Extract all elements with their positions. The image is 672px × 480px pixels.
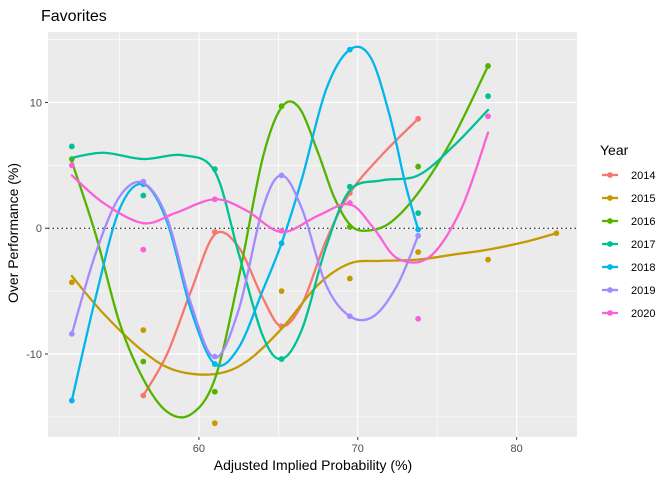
data-point-2015 <box>553 230 560 237</box>
data-point-2015 <box>140 327 147 333</box>
legend-key-2018: 2018 <box>602 262 655 274</box>
legend-swatch-point <box>607 218 613 224</box>
data-point-2016 <box>140 358 147 365</box>
trend-line-2016 <box>70 64 490 419</box>
series-2015 <box>68 230 560 427</box>
data-point-2015 <box>278 288 285 294</box>
legend-swatch-point <box>607 172 613 178</box>
legend-swatch-point <box>607 287 613 293</box>
series-2017 <box>68 93 491 362</box>
data-point-2017 <box>485 93 491 100</box>
data-point-2019 <box>346 313 353 320</box>
legend-title: Year <box>600 142 629 158</box>
data-point-2018 <box>211 361 218 367</box>
data-point-2017 <box>211 166 218 172</box>
data-point-2020 <box>485 113 491 120</box>
data-point-2019 <box>278 172 285 179</box>
legend: Year 2014 2015 2016 2017 2018 2019 2020 <box>600 142 655 320</box>
data-point-2018 <box>415 226 422 233</box>
series-2016 <box>68 63 491 419</box>
legend-label: 2020 <box>631 308 655 320</box>
y-axis-ticks: -10 0 10 <box>26 97 48 361</box>
y-tick-label: -10 <box>26 349 42 361</box>
data-point-2020 <box>278 227 285 234</box>
data-point-2015 <box>68 279 75 286</box>
legend-label: 2015 <box>631 193 655 205</box>
data-point-2017 <box>278 356 285 362</box>
data-point-2020 <box>140 246 147 253</box>
series-layer <box>68 45 560 427</box>
data-point-2019 <box>140 178 147 185</box>
legend-label: 2016 <box>631 216 655 228</box>
data-point-2017 <box>140 192 147 199</box>
data-point-2020 <box>68 162 75 169</box>
data-point-2018 <box>278 240 285 247</box>
data-point-2016 <box>415 163 422 170</box>
legend-key-2015: 2015 <box>602 193 655 205</box>
legend-key-2017: 2017 <box>602 239 655 251</box>
data-point-2015 <box>346 275 353 282</box>
x-tick-label: 80 <box>511 443 523 455</box>
y-axis-title: Over Performance (%) <box>5 163 21 303</box>
data-point-2020 <box>415 315 422 322</box>
data-point-2017 <box>346 183 353 190</box>
data-point-2016 <box>278 103 285 110</box>
data-point-2019 <box>68 330 75 337</box>
x-tick-label: 70 <box>352 443 364 455</box>
trend-line-2015 <box>70 232 558 376</box>
data-point-2020 <box>346 200 353 206</box>
legend-label: 2017 <box>631 239 655 251</box>
chart-title: Favorites <box>41 8 107 25</box>
trend-line-2018 <box>70 45 420 402</box>
legend-key-2014: 2014 <box>602 170 655 182</box>
data-point-2020 <box>211 196 218 203</box>
trend-line-2020 <box>70 131 490 264</box>
legend-swatch-point <box>607 241 613 247</box>
data-point-2016 <box>485 63 491 69</box>
data-point-2014 <box>211 229 218 235</box>
x-axis-title: Adjusted Implied Probability (%) <box>214 457 412 473</box>
data-point-2018 <box>346 46 353 53</box>
legend-label: 2019 <box>631 285 655 297</box>
plot-panel <box>48 32 577 437</box>
legend-label: 2018 <box>631 262 655 274</box>
data-point-2015 <box>211 420 218 427</box>
legend-label: 2014 <box>631 170 655 182</box>
data-point-2015 <box>415 249 422 256</box>
data-point-2017 <box>415 210 422 217</box>
y-tick-label: 10 <box>30 97 42 109</box>
major-gridlines <box>48 32 577 437</box>
legend-swatch-point <box>607 264 613 270</box>
data-point-2014 <box>415 115 422 122</box>
data-point-2014 <box>140 392 147 399</box>
x-axis-ticks: 60 70 80 <box>193 437 523 455</box>
series-2019 <box>68 172 422 360</box>
x-tick-label: 60 <box>193 443 205 455</box>
legend-key-2020: 2020 <box>602 308 655 320</box>
data-point-2015 <box>485 256 491 263</box>
y-tick-label: 0 <box>36 223 42 235</box>
trend-line-2019 <box>70 174 420 359</box>
data-point-2016 <box>211 388 218 395</box>
legend-swatch-point <box>607 195 613 201</box>
data-point-2019 <box>211 353 218 360</box>
data-point-2018 <box>68 397 75 404</box>
data-point-2016 <box>346 224 353 230</box>
legend-key-2016: 2016 <box>602 216 655 228</box>
data-point-2017 <box>68 143 75 150</box>
data-point-2019 <box>415 232 422 239</box>
legend-key-2019: 2019 <box>602 285 655 297</box>
legend-swatch-point <box>607 310 613 316</box>
series-2020 <box>68 113 491 322</box>
